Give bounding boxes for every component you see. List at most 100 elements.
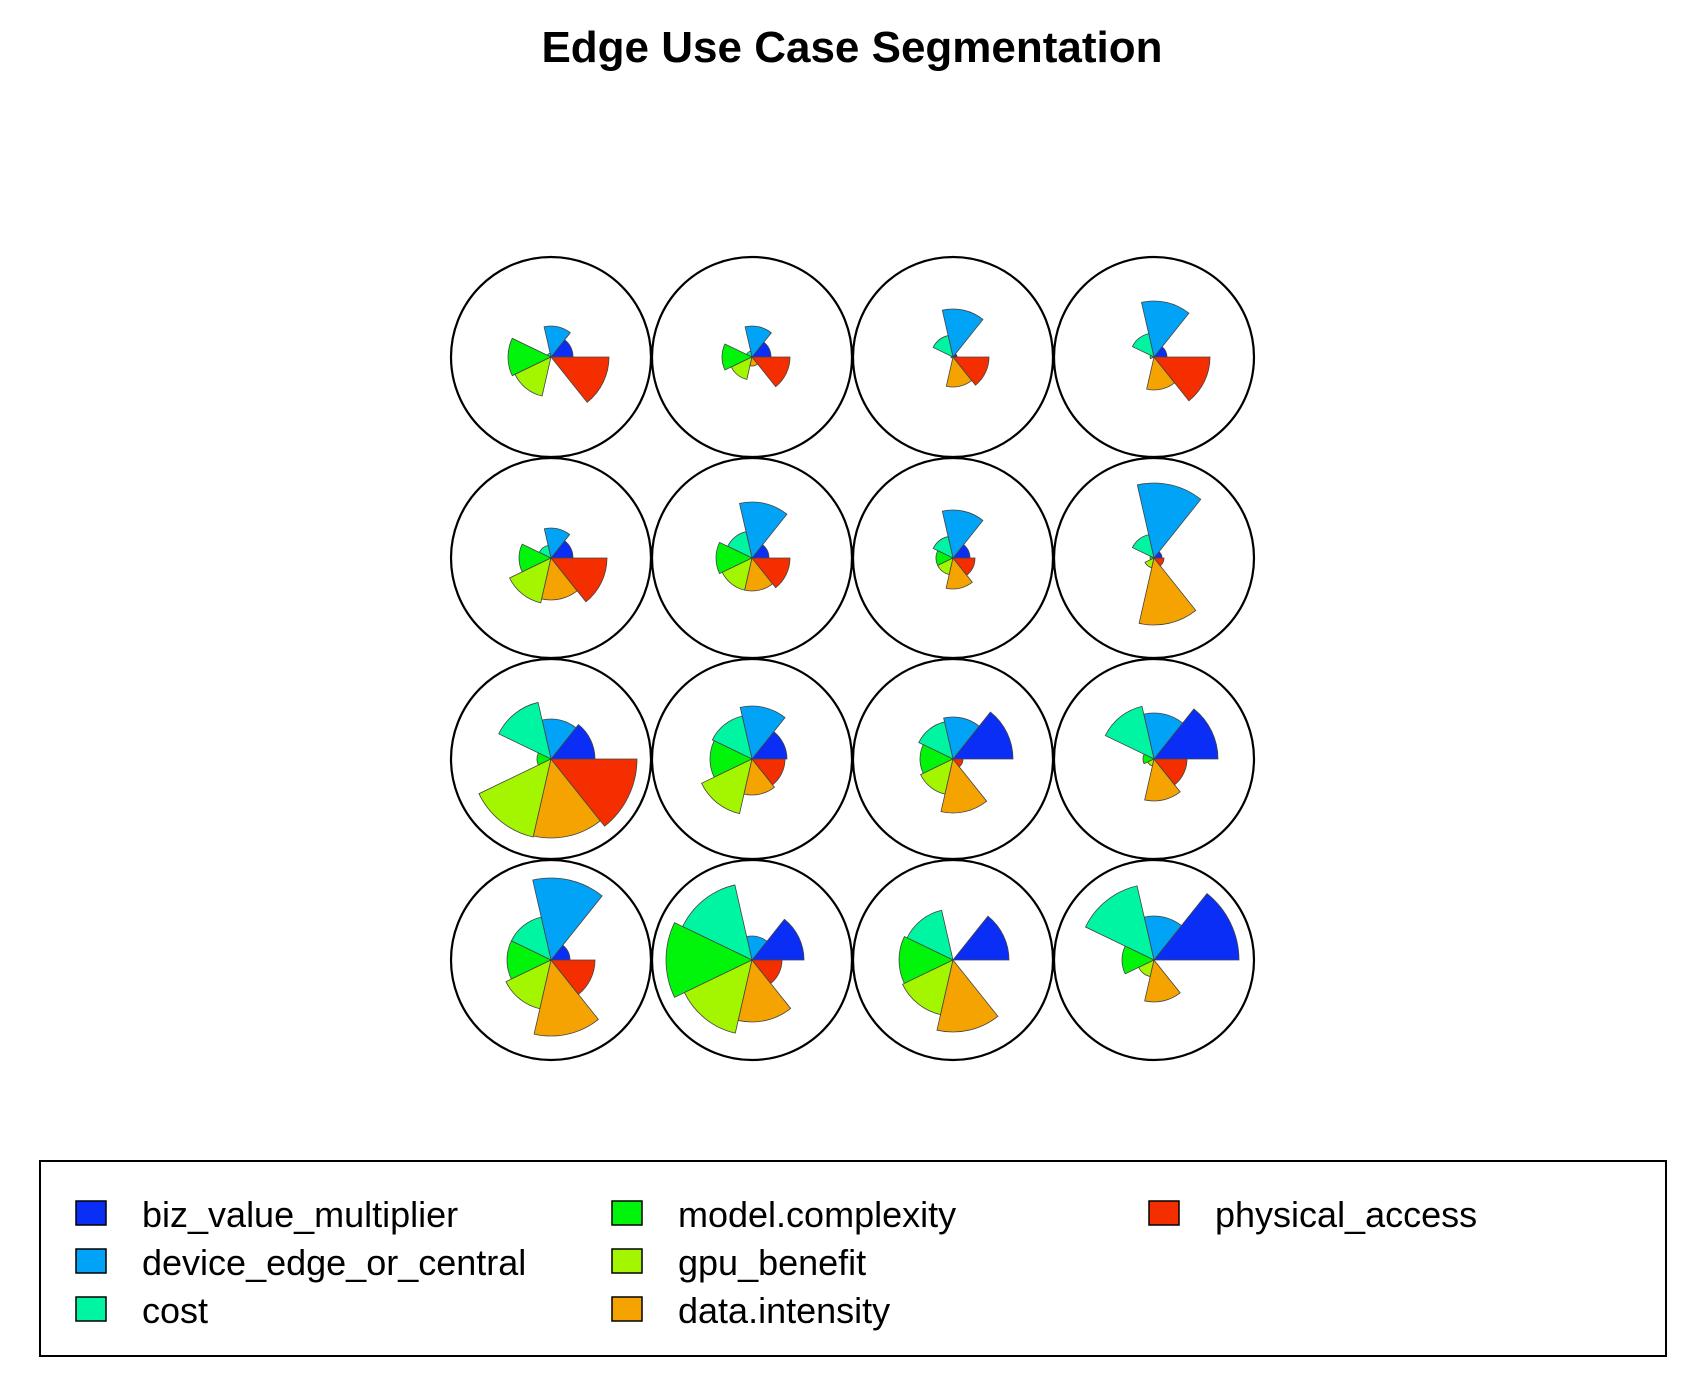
star-segment-physical-access: [751, 959, 783, 985]
star-segment-device-edge-or-central: [1141, 300, 1190, 358]
star-segment-device-edge-or-central: [943, 716, 980, 760]
star-segment-cost: [932, 335, 954, 358]
star-segment-device-edge-or-central: [739, 705, 786, 760]
star-segment-device-edge-or-central: [941, 509, 984, 559]
star-segment-gpu-benefit: [509, 557, 552, 604]
star-segment-data-intensity: [743, 758, 776, 796]
star-segment-cost: [918, 721, 954, 760]
star-segment-device-edge-or-central: [532, 877, 603, 961]
legend-swatch: [75, 1296, 107, 1322]
star-case: [650, 456, 854, 660]
star-segment-device-edge-or-central: [543, 325, 571, 358]
star-segment-device-edge-or-central: [1136, 482, 1202, 559]
star-segment-device-edge-or-central: [941, 308, 984, 358]
star-case: [449, 858, 653, 1062]
star-segment-data-intensity: [737, 959, 792, 1023]
star-segment-model-complexity: [1149, 354, 1155, 360]
star-segment-physical-access: [550, 758, 638, 827]
star-case: [650, 255, 854, 459]
star-segment-device-edge-or-central: [744, 325, 772, 358]
star-segment-data-intensity: [945, 557, 973, 590]
star-segment-data-intensity: [533, 959, 599, 1037]
legend: biz_value_multiplier device_edge_or_centr…: [75, 1194, 1477, 1331]
star-segment-data-intensity: [532, 758, 601, 839]
star-segment-cost: [1084, 885, 1155, 961]
star-segment-gpu-benefit: [683, 959, 753, 1034]
star-segment-biz-value-multiplier: [1153, 892, 1240, 961]
legend-swatch: [611, 1200, 643, 1226]
star-case: [449, 255, 653, 459]
star-segment-model-complexity: [507, 337, 552, 377]
star-case: [1052, 657, 1256, 861]
star-segment-physical-access: [550, 356, 610, 403]
star-segment-cost: [1104, 705, 1155, 760]
star-segment-data-intensity: [940, 758, 988, 814]
star-segment-cost: [711, 715, 753, 760]
legend-label: physical_access: [1215, 1194, 1477, 1235]
star-segment-biz-value-multiplier: [751, 918, 805, 961]
star-segment-gpu-benefit: [730, 356, 753, 380]
star-case: [1052, 255, 1256, 459]
legend-label: cost: [142, 1290, 208, 1331]
star-case: [650, 858, 854, 1062]
star-grid: [449, 255, 1256, 1062]
star-segment-cost: [498, 701, 552, 760]
star-segment-model-complexity: [1142, 753, 1155, 765]
star-case: [449, 657, 653, 861]
star-segment-cost: [682, 884, 753, 961]
star-segment-physical-access: [952, 557, 976, 576]
star-segment-device-edge-or-central: [543, 527, 571, 559]
star-case: [851, 255, 1055, 459]
star-segment-model-complexity: [665, 922, 753, 998]
star-case: [650, 657, 854, 861]
legend-swatch: [1148, 1200, 1180, 1226]
star-segment-physical-access: [1153, 758, 1188, 786]
star-segment-device-edge-or-central: [739, 501, 788, 559]
star-segment-gpu-benefit: [478, 758, 552, 838]
star-segment-model-complexity: [715, 541, 753, 575]
legend-label: device_edge_or_central: [142, 1242, 526, 1283]
star-segment-physical-access: [952, 356, 990, 386]
star-case: [449, 456, 653, 660]
star-case: [851, 858, 1055, 1062]
star-segment-physical-access: [751, 557, 791, 589]
star-segment-data-intensity: [936, 959, 999, 1033]
star-case: [851, 657, 1055, 861]
star-segment-model-complexity: [1121, 945, 1155, 975]
star-segment-physical-access: [751, 758, 786, 786]
star-segment-biz-value-multiplier: [952, 711, 1014, 760]
star-segment-data-intensity: [1138, 557, 1197, 626]
star-segment-physical-access: [1153, 356, 1211, 402]
star-segment-physical-access: [952, 758, 964, 768]
star-case: [1052, 456, 1256, 660]
star-segment-biz-value-multiplier: [1153, 708, 1219, 760]
star-segment-cost: [1131, 333, 1155, 358]
star-segment-biz-value-multiplier: [952, 915, 1010, 961]
star-case: [851, 456, 1055, 660]
star-segment-physical-access: [751, 356, 791, 388]
star-segment-model-complexity: [721, 343, 753, 371]
star-segment-gpu-benefit: [514, 356, 552, 397]
star-segment-physical-access: [1153, 557, 1165, 567]
legend-swatch: [75, 1200, 107, 1226]
star-segment-cost: [932, 536, 954, 559]
star-outer-circle: [1052, 858, 1256, 1062]
legend-swatch: [611, 1248, 643, 1274]
star-segment-gpu-benefit: [701, 758, 753, 815]
legend-label: gpu_benefit: [678, 1242, 866, 1283]
legend-label: data.intensity: [678, 1290, 890, 1331]
star-segment-physical-access: [550, 557, 608, 603]
star-segment-cost: [1131, 534, 1155, 559]
chart-title: Edge Use Case Segmentation: [541, 23, 1162, 72]
star-segment-model-complexity: [950, 355, 954, 359]
legend-label: model.complexity: [678, 1194, 956, 1235]
legend-swatch: [611, 1296, 643, 1322]
legend-swatch: [75, 1248, 107, 1274]
star-segment-data-intensity: [1144, 758, 1181, 802]
star-segment-physical-access: [550, 959, 596, 995]
star-segment-gpu-benefit: [902, 959, 954, 1016]
star-case: [1052, 858, 1256, 1062]
legend-label: biz_value_multiplier: [142, 1194, 458, 1235]
legend-box: [39, 1160, 1667, 1357]
